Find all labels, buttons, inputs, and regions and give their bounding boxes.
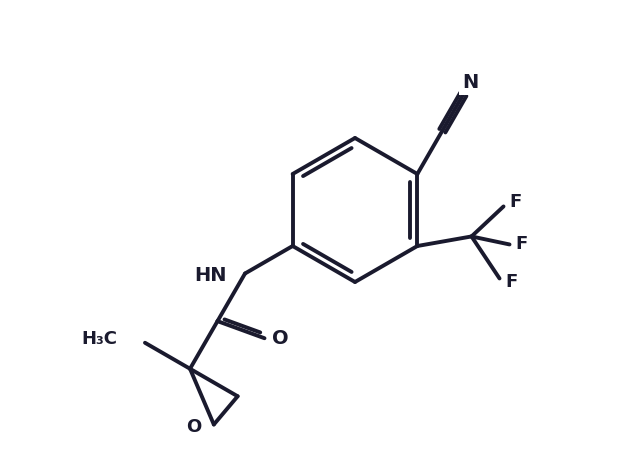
Text: F: F xyxy=(515,235,527,253)
Text: H₃C: H₃C xyxy=(81,330,117,348)
Text: F: F xyxy=(506,274,518,291)
Text: O: O xyxy=(272,329,289,348)
Text: F: F xyxy=(509,194,522,212)
Text: O: O xyxy=(186,417,202,436)
Text: HN: HN xyxy=(195,266,227,285)
Text: N: N xyxy=(462,73,479,92)
